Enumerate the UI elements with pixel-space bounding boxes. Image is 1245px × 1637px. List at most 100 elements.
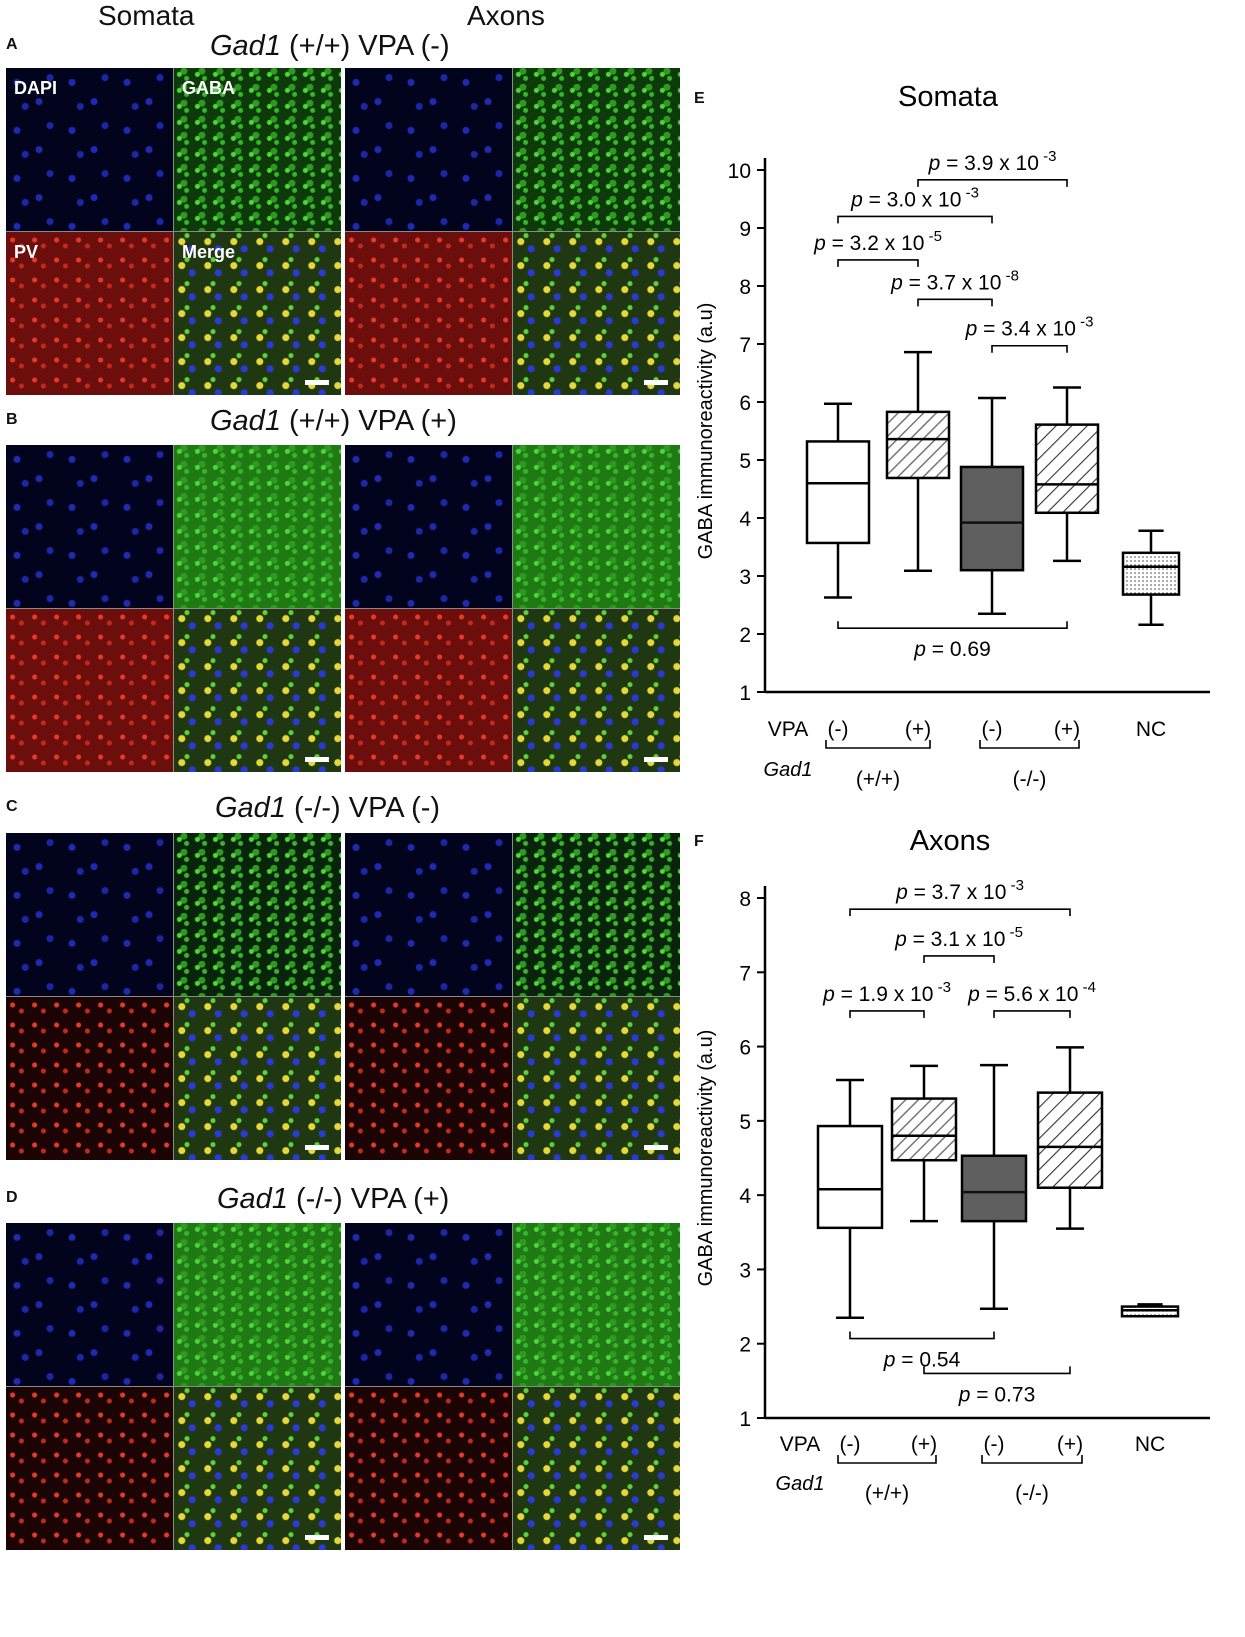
box-2: [890, 1064, 958, 1223]
bracket-line: [923, 1366, 1071, 1375]
micrograph-gaba-tile: [174, 445, 341, 608]
significance-bracket: p = 0.73: [923, 1366, 1071, 1406]
bracket-line: [991, 344, 1068, 353]
scale-bar: [644, 1145, 668, 1150]
micrograph-gaba-tile: [174, 833, 341, 996]
y-tick-label: 8: [739, 888, 751, 911]
vpa-label: (-): [982, 718, 1003, 741]
box-iqr: [890, 1097, 958, 1162]
vpa-label: (+): [911, 1433, 937, 1456]
p-value-label: p = 0.54: [883, 1349, 961, 1372]
bracket-line: [837, 215, 993, 224]
vpa-label: (+): [1054, 718, 1080, 741]
significance-bracket: p = 0.54: [849, 1331, 995, 1372]
micrograph-merge-tile: [174, 609, 341, 772]
micrograph-pv-tile: [6, 1387, 173, 1550]
y-tick-label: 7: [739, 334, 751, 357]
box-iqr: [885, 410, 951, 480]
vpa-label: (-): [984, 1433, 1005, 1456]
panel-label-a: A: [6, 36, 18, 53]
vpa-label: (+): [1057, 1433, 1083, 1456]
micrograph-gaba-tile: [513, 1223, 680, 1386]
micrograph-merge-tile: [174, 1387, 341, 1550]
channel-label: GABA: [182, 78, 235, 98]
micrograph-pv-tile: [345, 609, 512, 772]
significance-bracket: p = 1.9 x 10 -3: [822, 979, 951, 1018]
p-value-label: p = 1.9 x 10 -3: [822, 979, 951, 1006]
micrograph-pv-tile: [345, 232, 512, 395]
y-tick-label: 6: [739, 1037, 751, 1060]
significance-bracket: p = 3.2 x 10 -5: [813, 228, 942, 267]
row-title-d: Gad1 (-/-) VPA (+): [217, 1183, 450, 1215]
channel-label: DAPI: [14, 78, 58, 98]
p-value-label: p = 3.7 x 10 -8: [890, 267, 1019, 294]
axons-grid-a: [345, 68, 680, 395]
significance-bracket: p = 3.7 x 10 -8: [890, 267, 1019, 307]
p-value-label: p = 5.6 x 10 -4: [967, 979, 1096, 1006]
p-value-label: p = 0.69: [913, 638, 991, 661]
box-4: [1034, 386, 1100, 563]
y-tick-label: 3: [739, 1259, 751, 1282]
vpa-label: (-): [828, 718, 849, 741]
bracket-line: [993, 1010, 1071, 1018]
box-4: [1036, 1046, 1104, 1230]
micrograph-gaba-tile: [174, 1223, 341, 1386]
y-tick-label: 7: [739, 962, 751, 985]
genotype-bracket: [837, 1455, 937, 1464]
channel-label: Merge: [182, 242, 236, 262]
micrograph-dapi-tile: [345, 68, 512, 231]
chart-f-axons: Axons 1 2 3 4 5 6 7 8 GABA immunoreactivity (a.u)…: [695, 825, 1210, 1505]
y-axis-label: GABA immunoreactivity (a.u): [695, 1030, 717, 1287]
box-iqr: [805, 440, 871, 545]
gad1-row-label: Gad1: [776, 1473, 825, 1495]
micrograph-gaba-tile: [513, 833, 680, 996]
vpa-row-label: VPA: [780, 1433, 820, 1456]
micrograph-dapi-tile: [345, 1223, 512, 1386]
chart-title: Axons: [910, 825, 991, 857]
bracket-line: [923, 955, 995, 963]
bracket-line: [917, 179, 1068, 187]
y-tick-label: 6: [739, 392, 751, 415]
panel-label-d: D: [6, 1189, 18, 1206]
micrograph-merge-tile: [513, 997, 680, 1160]
vpa-label: NC: [1135, 1433, 1165, 1456]
box-iqr: [1036, 1091, 1104, 1189]
significance-bracket: p = 3.1 x 10 -5: [894, 924, 1023, 963]
micrograph-merge-tile: [513, 1387, 680, 1550]
genotype-bracket: [981, 1455, 1083, 1464]
vpa-label: (-): [840, 1433, 861, 1456]
somata-grid-d: [6, 1223, 341, 1550]
genotype-label: (+/+): [856, 768, 900, 791]
micrograph-pv-tile: [6, 609, 173, 772]
genotype-bracket: [979, 740, 1080, 749]
micrograph-dapi-tile: [6, 445, 173, 608]
micrograph-pv-tile: [6, 997, 173, 1160]
genotype-label: (-/-): [1013, 768, 1047, 791]
vpa-label: (+): [905, 718, 931, 741]
somata-grid-a: DAPI GABA PV Merge: [6, 68, 341, 395]
micrograph-gaba-tile: [513, 68, 680, 231]
p-value-label: p = 3.9 x 10 -3: [928, 148, 1057, 175]
p-value-label: p = 3.4 x 10 -3: [965, 314, 1094, 341]
vpa-row-label: VPA: [768, 718, 808, 741]
panel-label-f: F: [694, 833, 704, 850]
significance-bracket: p = 5.6 x 10 -4: [967, 979, 1096, 1018]
micrograph-merge-tile: [513, 609, 680, 772]
y-tick-label: 3: [739, 566, 751, 589]
p-value-label: p = 3.1 x 10 -5: [894, 924, 1023, 951]
scale-bar: [305, 757, 329, 762]
bracket-line: [837, 621, 1068, 629]
scale-bar: [644, 1535, 668, 1540]
micrograph-dapi-tile: DAPI: [6, 68, 173, 231]
gad1-row-label: Gad1: [764, 759, 813, 781]
chart-e-somata: Somata 1 2 3 4 5 6 7 8 9 10 GABA immunoreactivity (…: [695, 81, 1210, 791]
box-3: [959, 396, 1025, 615]
micrograph-gaba-tile: GABA: [174, 68, 341, 231]
scale-bar: [305, 1145, 329, 1150]
micrograph-merge-tile: [513, 232, 680, 395]
significance-bracket: p = 0.69: [837, 621, 1068, 661]
box-5: [1121, 529, 1181, 626]
row-title-a: Gad1 (+/+) VPA (-): [210, 30, 450, 62]
axons-grid-d: [345, 1223, 680, 1550]
y-tick-label: 9: [739, 218, 751, 241]
